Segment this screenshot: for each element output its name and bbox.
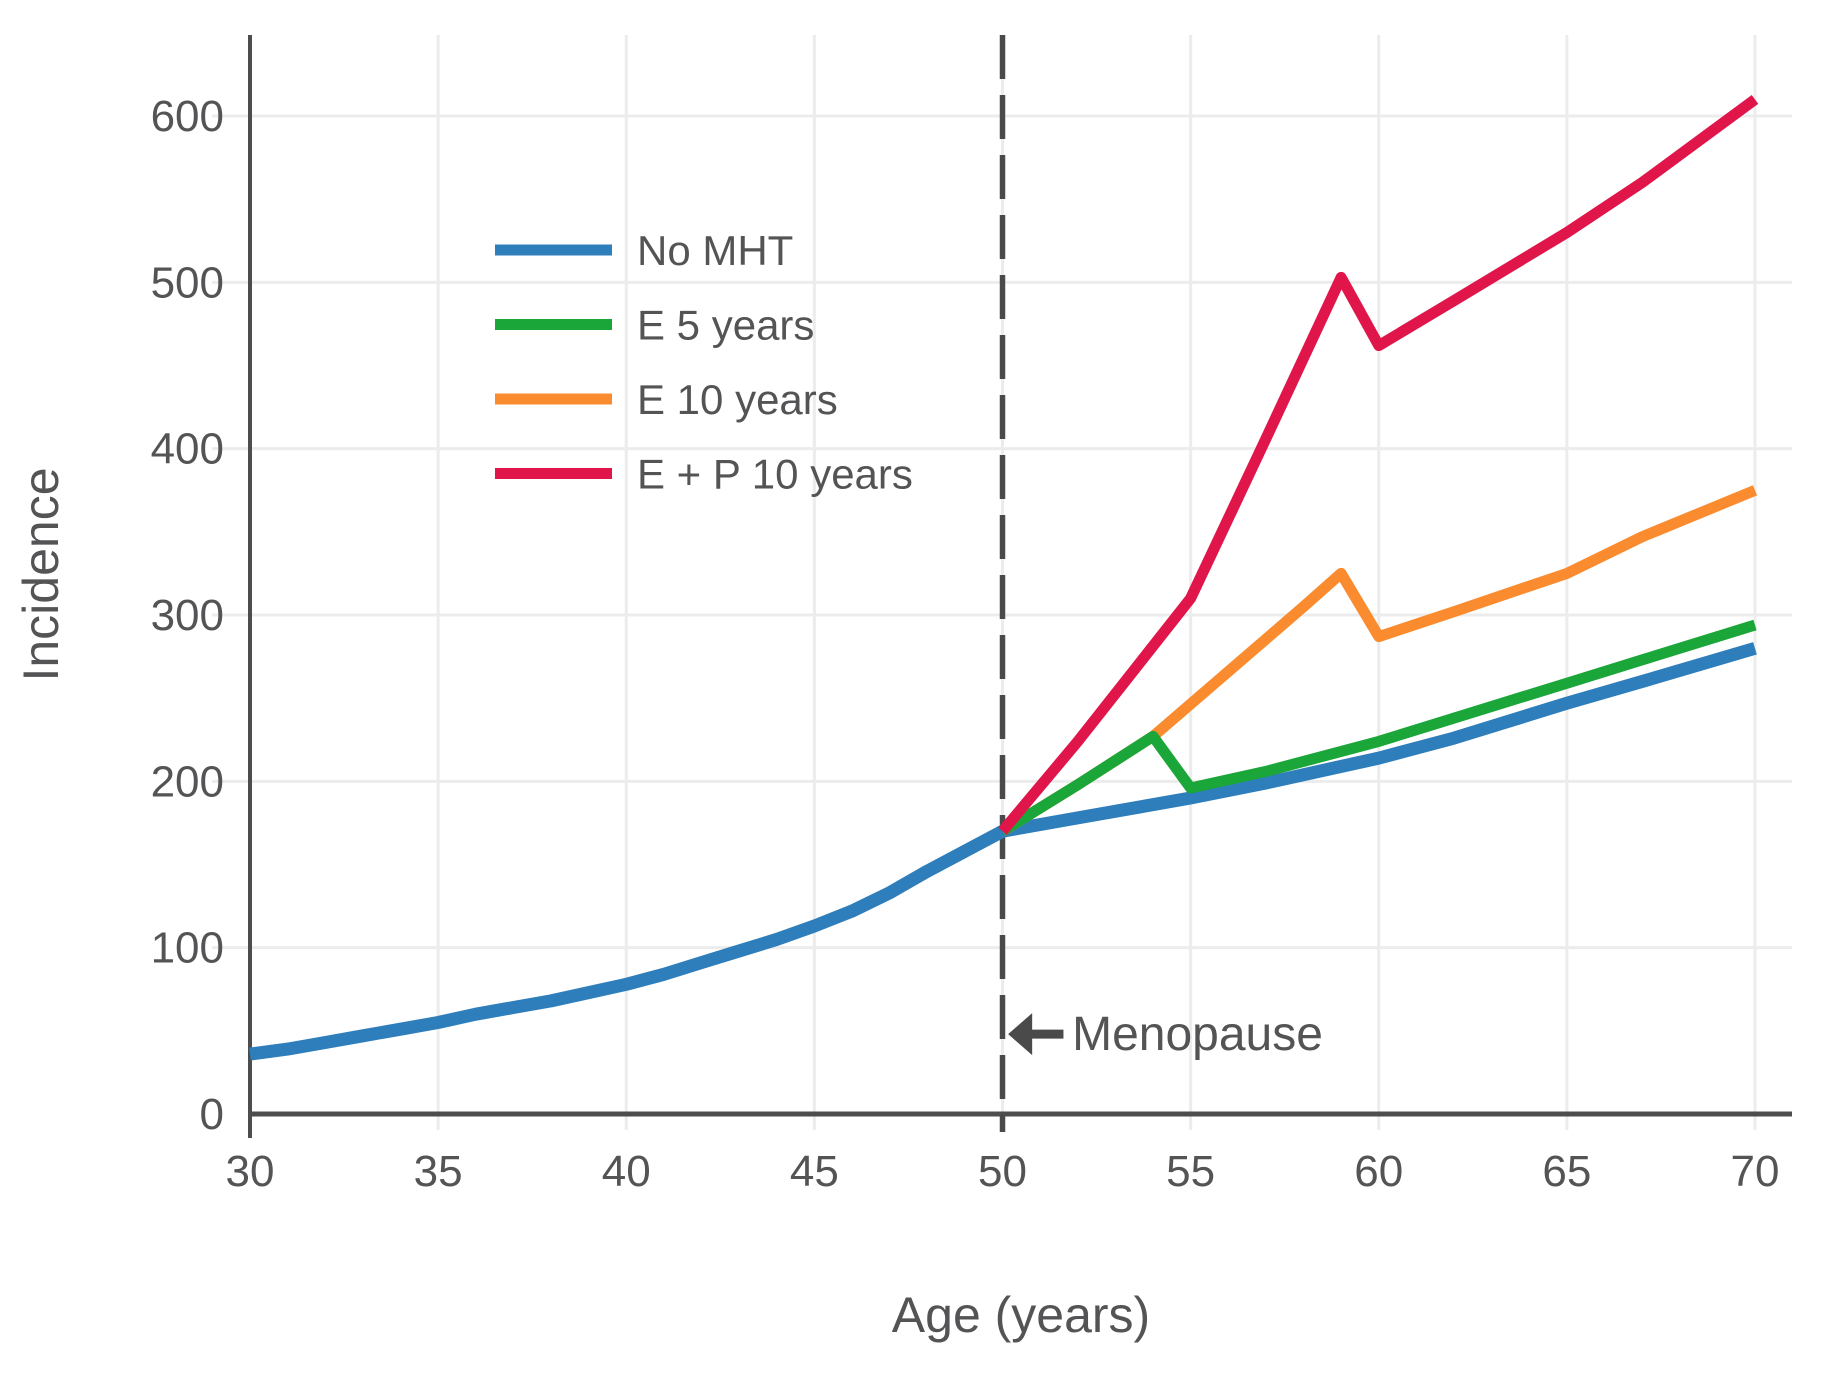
- y-tick-label: 400: [151, 425, 224, 474]
- x-axis-title: Age (years): [892, 1287, 1150, 1343]
- left-arrow-icon: [1008, 1013, 1033, 1056]
- x-tick-label: 30: [226, 1147, 275, 1196]
- legend-item: E + P 10 years: [495, 451, 913, 498]
- series-lines: [249, 94, 1759, 1061]
- x-tick-label: 35: [414, 1147, 463, 1196]
- legend: No MHT E 5 years E 10 years E + P 10 years: [495, 227, 913, 498]
- legend-label: E 5 years: [637, 302, 814, 349]
- x-tick-label: 55: [1166, 1147, 1215, 1196]
- x-tick-label: 40: [602, 1147, 651, 1196]
- tick-labels: 30 35 40 45 50 55 60 65 70 0 100 200 300 400 500 600: [151, 92, 1780, 1196]
- y-tick-label: 0: [200, 1090, 224, 1139]
- y-axis-title: Incidence: [13, 467, 69, 681]
- series-line-no-mht: [249, 642, 1757, 1061]
- menopause-label: Menopause: [1072, 1008, 1323, 1061]
- y-tick-label: 100: [151, 924, 224, 973]
- x-tick-label: 70: [1731, 1147, 1780, 1196]
- legend-label: E + P 10 years: [637, 451, 913, 498]
- legend-label: No MHT: [637, 227, 793, 274]
- x-tick-label: 65: [1542, 1147, 1591, 1196]
- y-tick-label: 200: [151, 757, 224, 806]
- legend-item: E 10 years: [495, 376, 838, 423]
- y-tick-label: 500: [151, 258, 224, 307]
- menopause-annotation: Menopause: [1008, 1008, 1323, 1061]
- legend-label: E 10 years: [637, 376, 838, 423]
- series-line-e-5-years: [999, 619, 1757, 836]
- x-tick-label: 60: [1354, 1147, 1403, 1196]
- legend-item: No MHT: [495, 227, 793, 274]
- y-tick-label: 300: [151, 591, 224, 640]
- x-tick-label: 50: [978, 1147, 1027, 1196]
- y-tick-label: 600: [151, 92, 224, 141]
- series-line-e-p-10-years: [998, 94, 1759, 835]
- x-tick-label: 45: [790, 1147, 839, 1196]
- legend-item: E 5 years: [495, 302, 814, 349]
